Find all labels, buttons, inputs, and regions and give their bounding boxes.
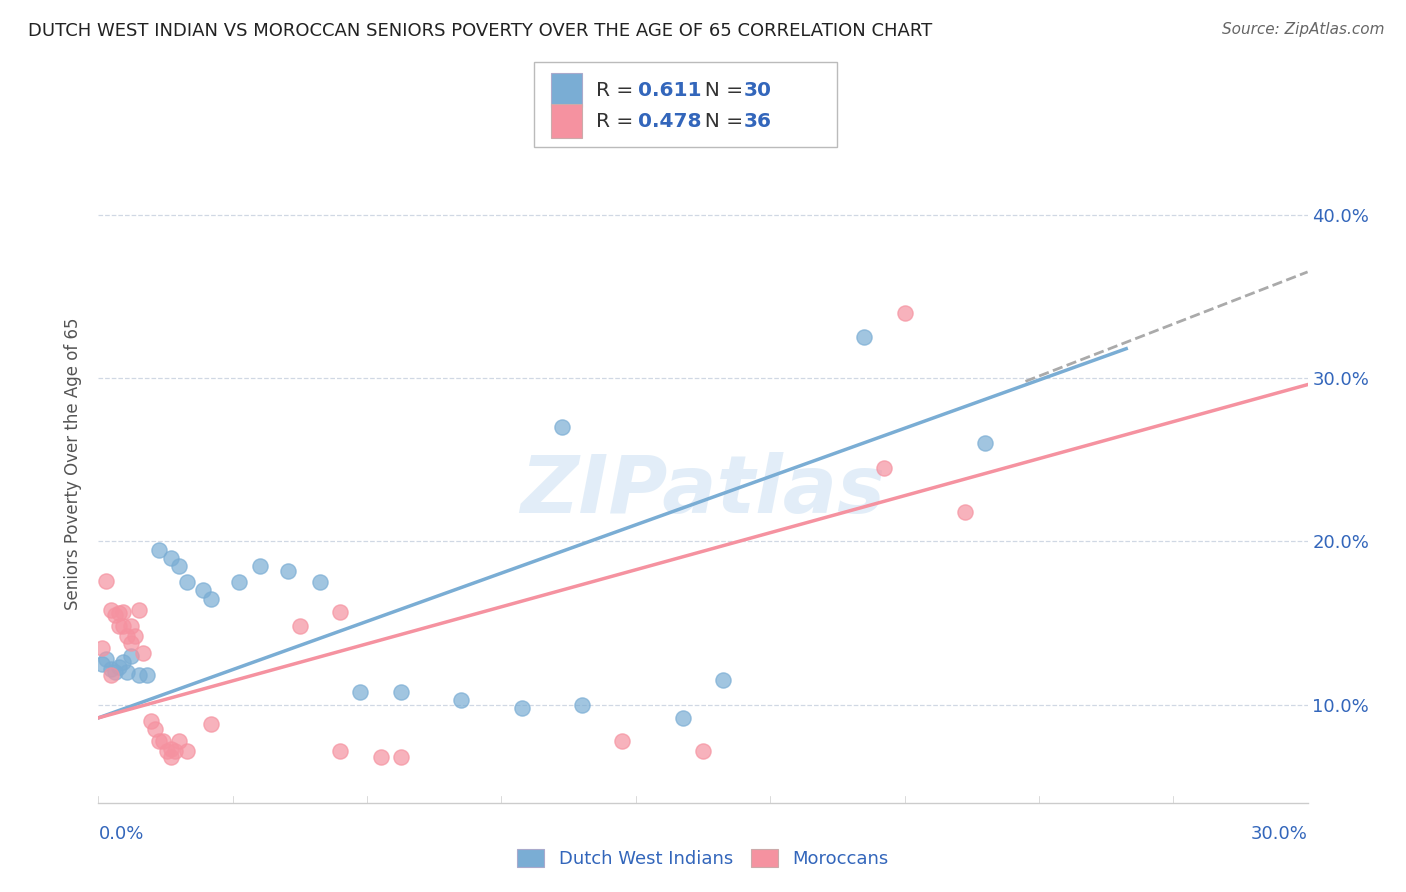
Point	[349, 684, 371, 698]
Point	[132, 646, 155, 660]
Text: N =: N =	[692, 112, 749, 131]
Text: ZIPatlas: ZIPatlas	[520, 452, 886, 530]
Point	[309, 575, 332, 590]
Point	[100, 603, 122, 617]
Y-axis label: Seniors Poverty Over the Age of 65: Seniors Poverty Over the Age of 65	[65, 318, 83, 610]
Point	[96, 574, 118, 588]
Point	[893, 306, 915, 320]
Point	[389, 750, 412, 764]
Point	[612, 733, 634, 747]
Point	[176, 575, 198, 590]
Point	[193, 583, 215, 598]
Text: Source: ZipAtlas.com: Source: ZipAtlas.com	[1222, 22, 1385, 37]
Point	[139, 714, 162, 728]
Point	[96, 652, 118, 666]
Text: 36: 36	[744, 112, 772, 131]
Point	[115, 629, 138, 643]
Point	[120, 648, 142, 663]
Point	[692, 743, 714, 757]
Point	[135, 668, 157, 682]
Text: 30: 30	[744, 80, 772, 100]
Point	[853, 330, 876, 344]
Point	[160, 750, 183, 764]
Text: 0.478: 0.478	[638, 112, 702, 131]
Point	[200, 717, 222, 731]
Point	[711, 673, 734, 688]
Point	[124, 629, 146, 643]
Point	[167, 733, 190, 747]
Point	[329, 605, 352, 619]
Text: 30.0%: 30.0%	[1251, 825, 1308, 843]
Point	[143, 723, 166, 737]
Point	[160, 742, 183, 756]
Point	[148, 733, 170, 747]
Point	[115, 665, 138, 679]
Point	[974, 436, 997, 450]
Point	[111, 605, 134, 619]
Text: 0.0%: 0.0%	[98, 825, 143, 843]
Point	[176, 743, 198, 757]
Point	[873, 461, 896, 475]
Text: DUTCH WEST INDIAN VS MOROCCAN SENIORS POVERTY OVER THE AGE OF 65 CORRELATION CHA: DUTCH WEST INDIAN VS MOROCCAN SENIORS PO…	[28, 22, 932, 40]
Point	[288, 619, 311, 633]
Point	[103, 607, 125, 622]
Point	[329, 743, 352, 757]
Point	[91, 640, 114, 655]
Text: R =: R =	[596, 112, 640, 131]
Point	[107, 660, 129, 674]
Point	[370, 750, 392, 764]
Point	[672, 711, 695, 725]
Point	[156, 743, 179, 757]
Point	[953, 505, 976, 519]
Point	[450, 693, 472, 707]
Point	[551, 420, 574, 434]
Point	[160, 550, 183, 565]
Point	[103, 665, 125, 679]
Point	[111, 619, 134, 633]
Point	[120, 636, 142, 650]
Text: N =: N =	[692, 80, 749, 100]
Point	[100, 668, 122, 682]
Point	[249, 558, 271, 573]
Point	[510, 701, 533, 715]
Point	[107, 619, 129, 633]
Point	[167, 558, 190, 573]
Point	[277, 564, 299, 578]
Point	[228, 575, 250, 590]
Point	[163, 743, 186, 757]
Point	[128, 603, 150, 617]
Point	[100, 662, 122, 676]
Point	[128, 668, 150, 682]
Point	[571, 698, 593, 712]
Point	[148, 542, 170, 557]
Point	[200, 591, 222, 606]
Point	[91, 657, 114, 671]
Point	[111, 656, 134, 670]
Point	[120, 619, 142, 633]
Point	[389, 684, 412, 698]
Point	[107, 607, 129, 621]
Point	[152, 733, 174, 747]
Text: 0.611: 0.611	[638, 80, 702, 100]
Text: R =: R =	[596, 80, 640, 100]
Legend: Dutch West Indians, Moroccans: Dutch West Indians, Moroccans	[510, 841, 896, 875]
